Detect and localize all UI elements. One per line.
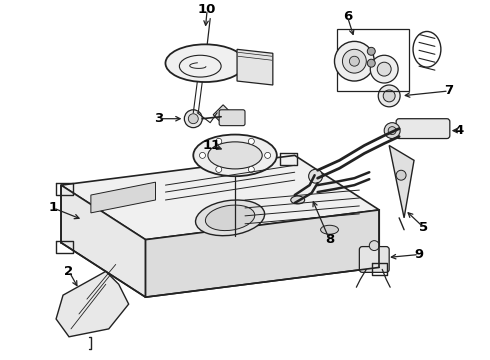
Text: 5: 5 — [419, 221, 429, 234]
Polygon shape — [61, 156, 379, 240]
Circle shape — [248, 138, 254, 144]
Circle shape — [335, 41, 374, 81]
Circle shape — [216, 138, 222, 144]
Polygon shape — [61, 185, 146, 297]
Ellipse shape — [193, 135, 277, 176]
Text: 3: 3 — [154, 112, 163, 125]
Polygon shape — [389, 145, 414, 218]
Text: 1: 1 — [49, 202, 58, 215]
Circle shape — [377, 62, 391, 76]
Text: 2: 2 — [65, 265, 74, 278]
Circle shape — [383, 90, 395, 102]
Text: 6: 6 — [343, 10, 352, 23]
Text: 11: 11 — [203, 139, 221, 152]
Circle shape — [216, 166, 222, 172]
Bar — [338, 30, 409, 91]
Polygon shape — [56, 271, 129, 337]
Circle shape — [199, 152, 205, 158]
Circle shape — [343, 49, 367, 73]
Circle shape — [396, 170, 406, 180]
Circle shape — [388, 127, 396, 135]
Polygon shape — [213, 105, 233, 125]
Text: 8: 8 — [325, 233, 334, 246]
Circle shape — [368, 59, 375, 67]
Circle shape — [309, 169, 322, 183]
Ellipse shape — [320, 225, 339, 234]
Circle shape — [369, 240, 379, 251]
Text: 4: 4 — [454, 124, 464, 137]
FancyBboxPatch shape — [359, 247, 389, 273]
FancyBboxPatch shape — [396, 119, 450, 139]
Ellipse shape — [291, 196, 305, 204]
Circle shape — [368, 47, 375, 55]
Text: 7: 7 — [444, 85, 453, 98]
Text: 10: 10 — [198, 3, 217, 16]
Circle shape — [265, 152, 270, 158]
Polygon shape — [237, 49, 273, 85]
Ellipse shape — [196, 200, 265, 236]
Ellipse shape — [205, 205, 255, 231]
Circle shape — [349, 56, 359, 66]
Circle shape — [370, 55, 398, 83]
Ellipse shape — [166, 44, 245, 82]
Text: 9: 9 — [415, 248, 423, 261]
Circle shape — [384, 123, 400, 139]
Polygon shape — [146, 210, 379, 297]
Circle shape — [378, 85, 400, 107]
Circle shape — [188, 114, 198, 124]
Polygon shape — [91, 182, 155, 213]
Circle shape — [248, 166, 254, 172]
FancyBboxPatch shape — [219, 110, 245, 126]
Circle shape — [184, 110, 202, 128]
Ellipse shape — [208, 142, 262, 169]
